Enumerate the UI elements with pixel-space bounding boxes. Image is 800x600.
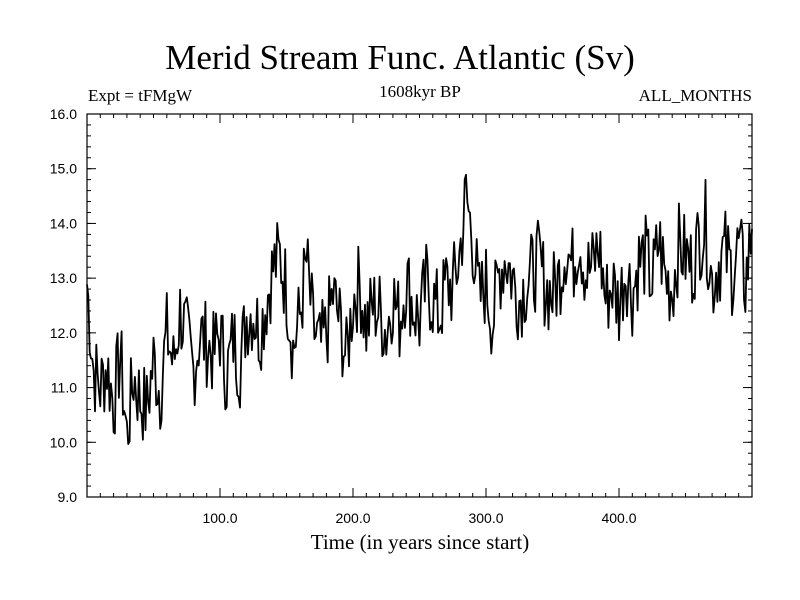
y-tick-label: 9.0	[58, 489, 78, 505]
x-tick-label: 200.0	[335, 510, 370, 526]
y-tick-label: 14.0	[50, 215, 77, 231]
y-tick-label: 12.0	[50, 325, 77, 341]
y-tick-label: 16.0	[50, 106, 77, 122]
x-tick-label: 400.0	[601, 510, 636, 526]
y-tick-label: 15.0	[50, 161, 77, 177]
y-tick-label: 13.0	[50, 270, 77, 286]
series-line	[86, 173, 753, 445]
experiment-label: Expt = tFMgW	[88, 86, 193, 105]
y-tick-label: 10.0	[50, 434, 77, 450]
plot-frame	[86, 113, 753, 498]
chart-subtitle: 1608kyr BP	[379, 82, 461, 101]
chart-title: Merid Stream Func. Atlantic (Sv)	[165, 38, 635, 77]
x-axis-label: Time (in years since start)	[311, 530, 530, 554]
months-label: ALL_MONTHS	[638, 86, 752, 105]
x-tick-label: 100.0	[202, 510, 237, 526]
y-tick-label: 11.0	[51, 380, 77, 396]
x-tick-label: 300.0	[468, 510, 503, 526]
